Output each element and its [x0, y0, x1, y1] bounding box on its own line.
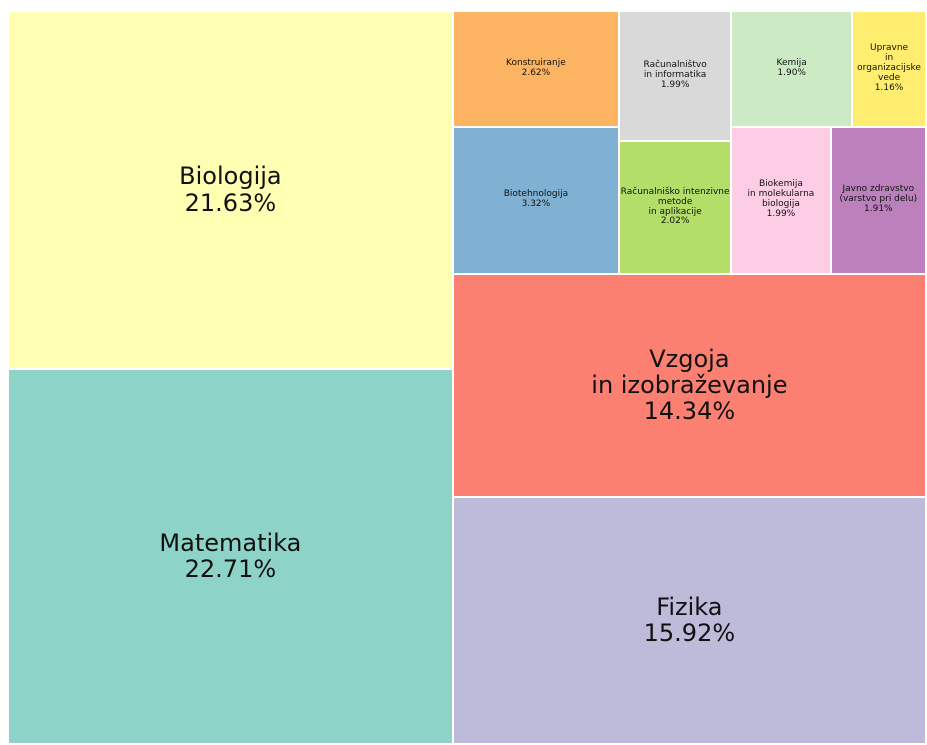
cell-label: Računalniško intenzivne metode in aplika… — [620, 186, 730, 217]
treemap-cell: Upravne in organizacijske vede 1.16% — [852, 11, 926, 127]
cell-value: 2.02% — [660, 216, 690, 227]
cell-value: 14.34% — [643, 397, 736, 426]
cell-value: 3.32% — [521, 199, 551, 210]
treemap-cell: Fizika 15.92% — [452, 496, 926, 744]
cell-value: 1.99% — [660, 80, 690, 91]
cell-label: Matematika — [159, 528, 302, 557]
cell-label: Fizika — [656, 592, 723, 621]
treemap-cell: Biotehnologija 3.32% — [452, 126, 620, 274]
cell-label: Računalništvo in informatika — [643, 60, 707, 81]
cell-label: Biokemija in molekularna biologija — [747, 179, 815, 210]
cell-label: Vzgoja in izobraževanje — [591, 344, 788, 399]
treemap-cell: Konstruiranje 2.62% — [452, 11, 620, 127]
cell-value: 2.62% — [521, 67, 551, 78]
treemap-cell: Biologija 21.63% — [8, 11, 453, 369]
treemap-cell: Računalništvo in informatika 1.99% — [619, 11, 732, 142]
cell-value: 1.16% — [874, 82, 904, 93]
cell-label: Biologija — [179, 162, 282, 191]
cell-value: 15.92% — [643, 619, 736, 648]
treemap-cell: Matematika 22.71% — [8, 368, 453, 744]
cell-value: 22.71% — [184, 555, 277, 584]
cell-value: 1.99% — [766, 209, 796, 220]
treemap-cell: Kemija 1.90% — [731, 11, 853, 127]
cell-label: Biotehnologija — [503, 189, 569, 200]
cell-value: 21.63% — [184, 188, 277, 217]
cell-label: Konstruiranje — [506, 58, 566, 69]
cell-value: 1.91% — [864, 204, 893, 215]
treemap-cell: Računalniško intenzivne metode in aplika… — [619, 141, 732, 274]
treemap-cell: Biokemija in molekularna biologija 1.99% — [731, 126, 831, 274]
cell-label: Kemija — [776, 57, 807, 68]
cell-label: Javno zdravstvo (varstvo pri delu) — [839, 184, 918, 205]
cell-value: 1.90% — [777, 67, 806, 78]
cell-label: Upravne in organizacijske vede — [857, 43, 921, 83]
treemap-cell: Javno zdravstvo (varstvo pri delu) 1.91% — [830, 126, 926, 274]
treemap-cell: Vzgoja in izobraževanje 14.34% — [452, 273, 926, 497]
